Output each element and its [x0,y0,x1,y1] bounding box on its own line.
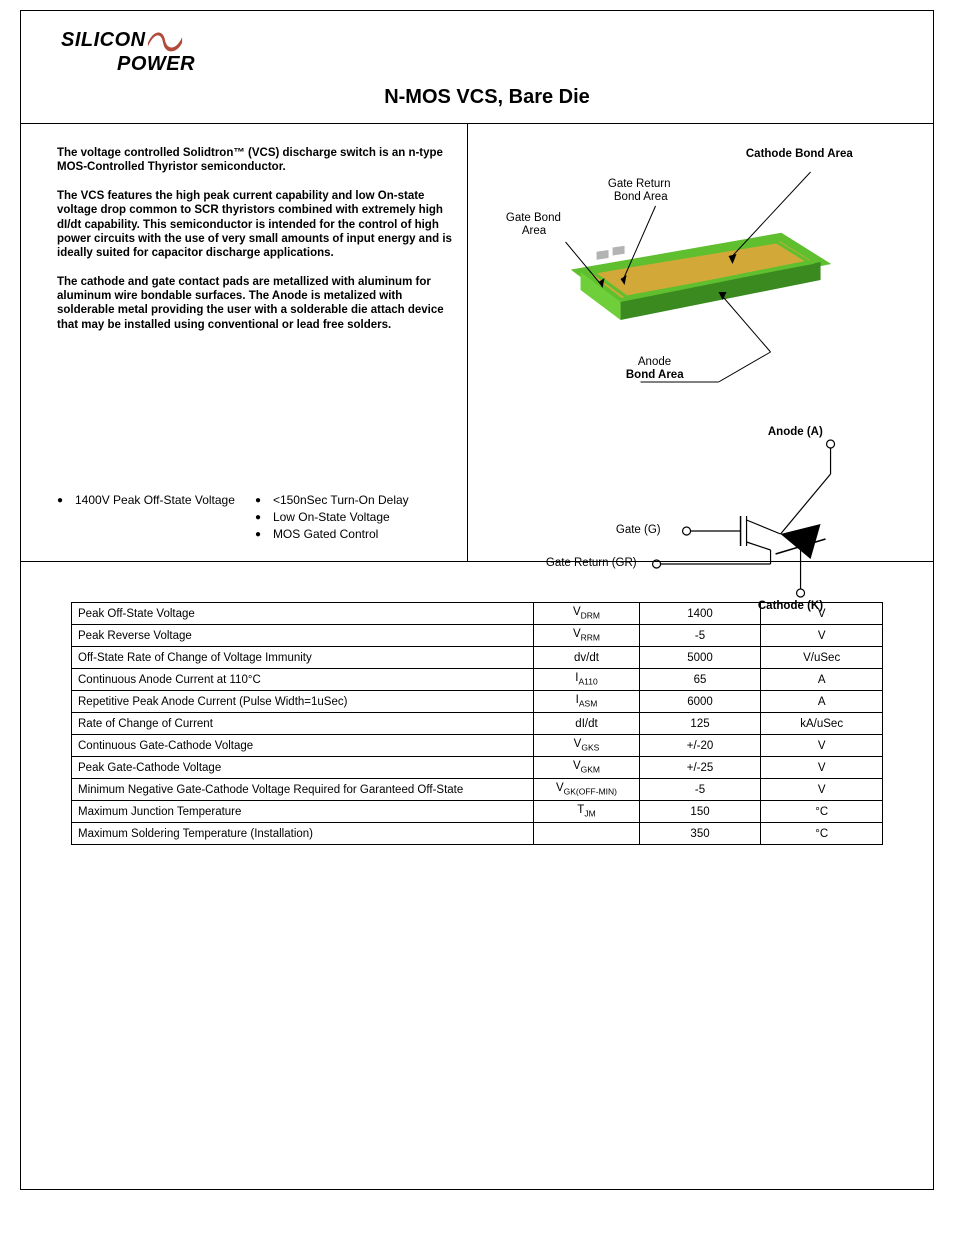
cell-param: Continuous Gate-Cathode Voltage [72,735,534,757]
table-row: Rate of Change of CurrentdI/dt125kA/uSec [72,713,883,735]
cell-param: Peak Gate-Cathode Voltage [72,757,534,779]
cell-symbol: TJM [534,801,639,823]
intro-p3: The cathode and gate contact pads are me… [57,275,453,333]
cell-value: -5 [639,625,761,647]
cell-param: Maximum Junction Temperature [72,801,534,823]
cell-param: Peak Reverse Voltage [72,625,534,647]
table-row: Maximum Junction TemperatureTJM150°C [72,801,883,823]
table-row: Maximum Soldering Temperature (Installat… [72,823,883,845]
cell-value: -5 [639,779,761,801]
cell-symbol [534,823,639,845]
feature-item: <150nSec Turn-On Delay [255,492,453,509]
feature-item: Low On-State Voltage [255,509,453,526]
cell-symbol: VGKS [534,735,639,757]
cell-symbol: IASM [534,691,639,713]
die-svg [468,142,933,402]
label-cathode: Cathode (K) [758,600,823,612]
schematic-svg [468,424,933,624]
cell-unit: V [761,735,883,757]
table-row: Off-State Rate of Change of Voltage Immu… [72,647,883,669]
datasheet-page: SILICON POWER N-MOS VCS, Bare Die The vo… [20,10,934,1190]
label-gate-return-1: Gate Return [608,178,671,191]
cell-value: +/-25 [639,757,761,779]
logo: SILICON [61,25,913,55]
table-row: Minimum Negative Gate-Cathode Voltage Re… [72,779,883,801]
cell-unit: V [761,625,883,647]
table-row: Peak Reverse VoltageVRRM-5V [72,625,883,647]
description-column: The voltage controlled Solidtron™ (VCS) … [21,124,468,561]
cell-unit: °C [761,823,883,845]
features-right: <150nSec Turn-On Delay Low On-State Volt… [255,492,453,543]
label-gate-bond-2: Area [522,225,546,238]
cell-symbol: VRRM [534,625,639,647]
label-cathode-bond: Cathode Bond Area [746,148,853,161]
cell-unit: A [761,691,883,713]
label-anode-1: Anode [638,356,671,369]
cell-param: Continuous Anode Current at 110°C [72,669,534,691]
cell-param: Repetitive Peak Anode Current (Pulse Wid… [72,691,534,713]
features-left: 1400V Peak Off-State Voltage [57,492,255,543]
cell-param: Peak Off-State Voltage [72,603,534,625]
cell-unit: V [761,779,883,801]
table-row: Peak Gate-Cathode VoltageVGKM+/-25V [72,757,883,779]
table-row: Repetitive Peak Anode Current (Pulse Wid… [72,691,883,713]
cell-value: +/-20 [639,735,761,757]
cell-unit: kA/uSec [761,713,883,735]
cell-value: 5000 [639,647,761,669]
header: SILICON POWER N-MOS VCS, Bare Die [21,11,933,123]
cell-unit: A [761,669,883,691]
logo-text-power: POWER [117,53,913,76]
label-gate-return: Gate Return (GR) [546,557,637,569]
cell-symbol: VGK(OFF-MIN) [534,779,639,801]
label-gate-bond-1: Gate Bond [506,212,561,225]
cell-value: 350 [639,823,761,845]
cell-value: 65 [639,669,761,691]
cell-symbol: IA110 [534,669,639,691]
table-row: Continuous Anode Current at 110°CIA11065… [72,669,883,691]
logo-swoosh-icon [146,25,184,55]
cell-value: 125 [639,713,761,735]
label-anode-2: Bond Area [626,369,684,382]
cell-param: Maximum Soldering Temperature (Installat… [72,823,534,845]
cell-param: Rate of Change of Current [72,713,534,735]
cell-value: 6000 [639,691,761,713]
page-title: N-MOS VCS, Bare Die [61,76,913,115]
spec-table: Peak Off-State VoltageVDRM1400VPeak Reve… [71,602,883,845]
features: 1400V Peak Off-State Voltage <150nSec Tu… [57,492,453,543]
description-row: The voltage controlled Solidtron™ (VCS) … [21,124,933,562]
cell-unit: V/uSec [761,647,883,669]
cell-param: Off-State Rate of Change of Voltage Immu… [72,647,534,669]
schematic-diagram: Anode (A) Gate (G) Gate Return (GR) Cath… [468,424,933,624]
die-diagram: Cathode Bond Area Gate Return Bond Area … [468,142,933,402]
cell-symbol: dv/dt [534,647,639,669]
table-row: Continuous Gate-Cathode VoltageVGKS+/-20… [72,735,883,757]
intro-p2: The VCS features the high peak current c… [57,189,453,261]
diagram-column: Cathode Bond Area Gate Return Bond Area … [468,124,933,561]
cell-symbol: dI/dt [534,713,639,735]
cell-unit: V [761,757,883,779]
label-anode: Anode (A) [768,426,823,438]
intro-p1: The voltage controlled Solidtron™ (VCS) … [57,146,453,175]
label-gate: Gate (G) [616,524,661,536]
cell-symbol: VGKM [534,757,639,779]
feature-item: MOS Gated Control [255,526,453,543]
cell-unit: °C [761,801,883,823]
label-gate-return-2: Bond Area [614,191,668,204]
logo-text-silicon: SILICON [61,29,146,52]
feature-item: 1400V Peak Off-State Voltage [57,492,255,509]
cell-param: Minimum Negative Gate-Cathode Voltage Re… [72,779,534,801]
cell-value: 150 [639,801,761,823]
